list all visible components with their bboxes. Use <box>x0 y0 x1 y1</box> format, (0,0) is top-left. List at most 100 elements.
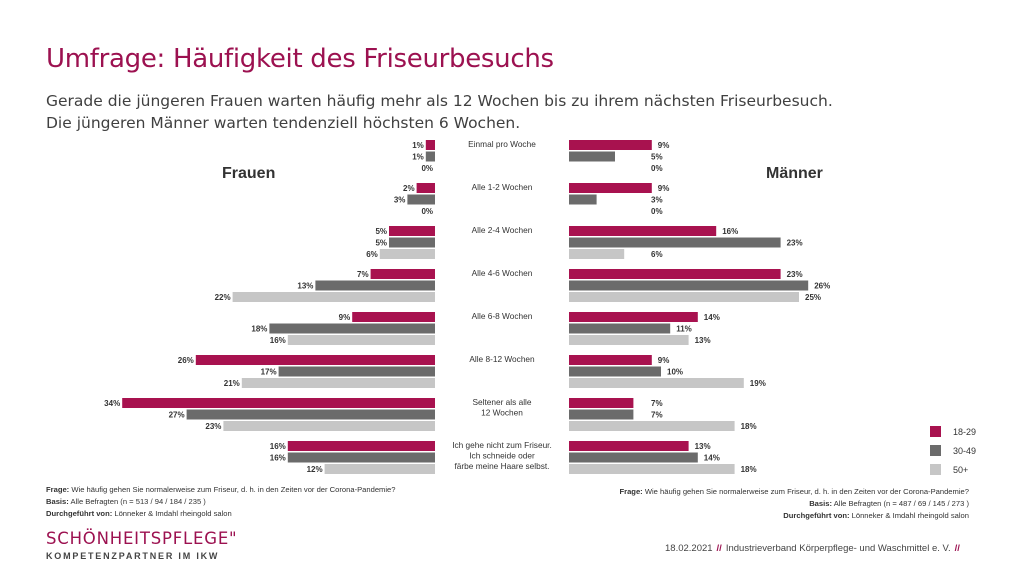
data-label-maenner: 7% <box>651 399 663 408</box>
data-label-maenner: 16% <box>722 227 738 236</box>
footer-separator-1: // <box>716 543 722 554</box>
footnote-left: Frage: Wie häufig gehen Sie normalerweis… <box>46 484 396 520</box>
bar-frauen-18-29 <box>425 140 435 150</box>
legend-label-30-49: 30-49 <box>953 445 977 456</box>
legend-label-50plus: 50+ <box>953 464 969 475</box>
category-label: Seltener als alle <box>472 397 531 407</box>
bar-maenner-30-49 <box>569 194 597 205</box>
data-label-frauen: 26% <box>178 356 194 365</box>
bar-frauen-18-29 <box>370 269 435 279</box>
data-label-maenner: 11% <box>676 325 692 334</box>
bar-frauen-18-29 <box>195 355 435 365</box>
bar-frauen-30-49 <box>389 237 435 248</box>
bar-maenner-30-49 <box>569 323 671 334</box>
bar-frauen-18-29 <box>389 226 435 236</box>
legend-swatch-30-49 <box>930 445 941 456</box>
data-label-maenner: 10% <box>667 368 683 377</box>
legend-item-30-49: 30-49 <box>930 441 976 460</box>
data-label-maenner: 9% <box>658 356 670 365</box>
bar-maenner-18-29 <box>569 355 652 365</box>
data-label-frauen: 0% <box>421 207 433 216</box>
bar-frauen-18-29 <box>122 398 435 408</box>
legend-swatch-18-29 <box>930 426 941 437</box>
bar-maenner-30-49 <box>569 366 661 377</box>
data-label-frauen: 5% <box>375 239 387 248</box>
data-label-maenner: 6% <box>651 250 663 259</box>
category-label: Alle 4-6 Wochen <box>472 268 533 278</box>
category-label: Alle 1-2 Wochen <box>472 182 533 192</box>
data-label-maenner: 14% <box>704 454 720 463</box>
bar-maenner-30-49 <box>569 280 809 291</box>
data-label-frauen: 5% <box>375 227 387 236</box>
bar-maenner-18-29 <box>569 398 634 408</box>
data-label-maenner: 9% <box>658 141 670 150</box>
data-label-frauen: 0% <box>421 164 433 173</box>
bar-maenner-18-29 <box>569 312 698 322</box>
data-label-maenner: 26% <box>814 282 830 291</box>
bar-frauen-18-29 <box>416 183 435 193</box>
data-label-maenner: 23% <box>787 239 803 248</box>
legend-item-18-29: 18-29 <box>930 422 976 441</box>
bar-frauen-50plus <box>232 292 435 302</box>
bar-maenner-50plus <box>569 378 744 388</box>
data-label-maenner: 14% <box>704 313 720 322</box>
data-label-frauen: 1% <box>412 141 424 150</box>
bar-frauen-18-29 <box>352 312 435 322</box>
bar-maenner-50plus <box>569 464 735 474</box>
data-label-frauen: 27% <box>169 411 185 420</box>
footnote-left-basis: Basis: Alle Befragten (n = 513 / 94 / 18… <box>46 497 206 506</box>
page-title: Umfrage: Häufigkeit des Friseurbesuchs <box>46 44 554 74</box>
category-label: 12 Wochen <box>481 408 523 418</box>
logo-tagline: KOMPETENZPARTNER IM IKW <box>46 551 220 561</box>
data-label-frauen: 22% <box>215 293 231 302</box>
data-label-maenner: 19% <box>750 379 766 388</box>
data-label-frauen: 7% <box>357 270 369 279</box>
data-label-frauen: 2% <box>403 184 415 193</box>
data-label-frauen: 9% <box>339 313 351 322</box>
data-label-maenner: 18% <box>741 465 757 474</box>
category-label: Alle 6-8 Wochen <box>472 311 533 321</box>
bar-maenner-18-29 <box>569 226 717 236</box>
footnote-left-durch: Durchgeführt von: Lönneker & Imdahl rhei… <box>46 509 232 518</box>
data-label-maenner: 0% <box>651 164 663 173</box>
category-label: färbe meine Haare selbst. <box>454 461 549 471</box>
data-label-maenner: 23% <box>787 270 803 279</box>
data-label-maenner: 13% <box>695 336 711 345</box>
bar-frauen-50plus <box>241 378 435 388</box>
bar-frauen-50plus <box>223 421 435 431</box>
bar-frauen-30-49 <box>186 409 435 420</box>
legend-swatch-50plus <box>930 464 941 475</box>
footer-separator-2: // <box>954 543 960 554</box>
data-label-maenner: 13% <box>695 442 711 451</box>
data-label-frauen: 6% <box>366 250 378 259</box>
bar-maenner-30-49 <box>569 452 698 463</box>
data-label-frauen: 1% <box>412 153 424 162</box>
bar-frauen-30-49 <box>315 280 435 291</box>
bar-frauen-30-49 <box>278 366 435 377</box>
bar-maenner-50plus <box>569 335 689 345</box>
legend: 18-29 30-49 50+ <box>930 422 976 479</box>
bar-maenner-50plus <box>569 249 625 259</box>
data-label-frauen: 18% <box>251 325 267 334</box>
data-label-frauen: 12% <box>307 465 323 474</box>
data-label-frauen: 3% <box>394 196 406 205</box>
category-label: Einmal pro Woche <box>468 139 536 149</box>
logo-text: SCHÖNHEITSPFLEGE" <box>46 529 238 548</box>
data-label-maenner: 0% <box>651 207 663 216</box>
bar-frauen-30-49 <box>269 323 435 334</box>
bar-frauen-50plus <box>324 464 435 474</box>
footnote-right-durch: Durchgeführt von: Lönneker & Imdahl rhei… <box>783 511 969 520</box>
data-label-maenner: 5% <box>651 153 663 162</box>
bar-frauen-50plus <box>379 249 435 259</box>
data-label-maenner: 18% <box>741 422 757 431</box>
data-label-frauen: 13% <box>297 282 313 291</box>
data-label-maenner: 9% <box>658 184 670 193</box>
footer-org: Industrieverband Körperpflege- und Wasch… <box>725 543 951 554</box>
bar-maenner-18-29 <box>569 183 652 193</box>
category-label: Alle 8-12 Wochen <box>469 354 535 364</box>
bar-maenner-18-29 <box>569 140 652 150</box>
legend-item-50plus: 50+ <box>930 460 976 479</box>
footnote-right: Frage: Wie häufig gehen Sie normalerweis… <box>619 486 969 522</box>
category-label: Alle 2-4 Wochen <box>472 225 533 235</box>
